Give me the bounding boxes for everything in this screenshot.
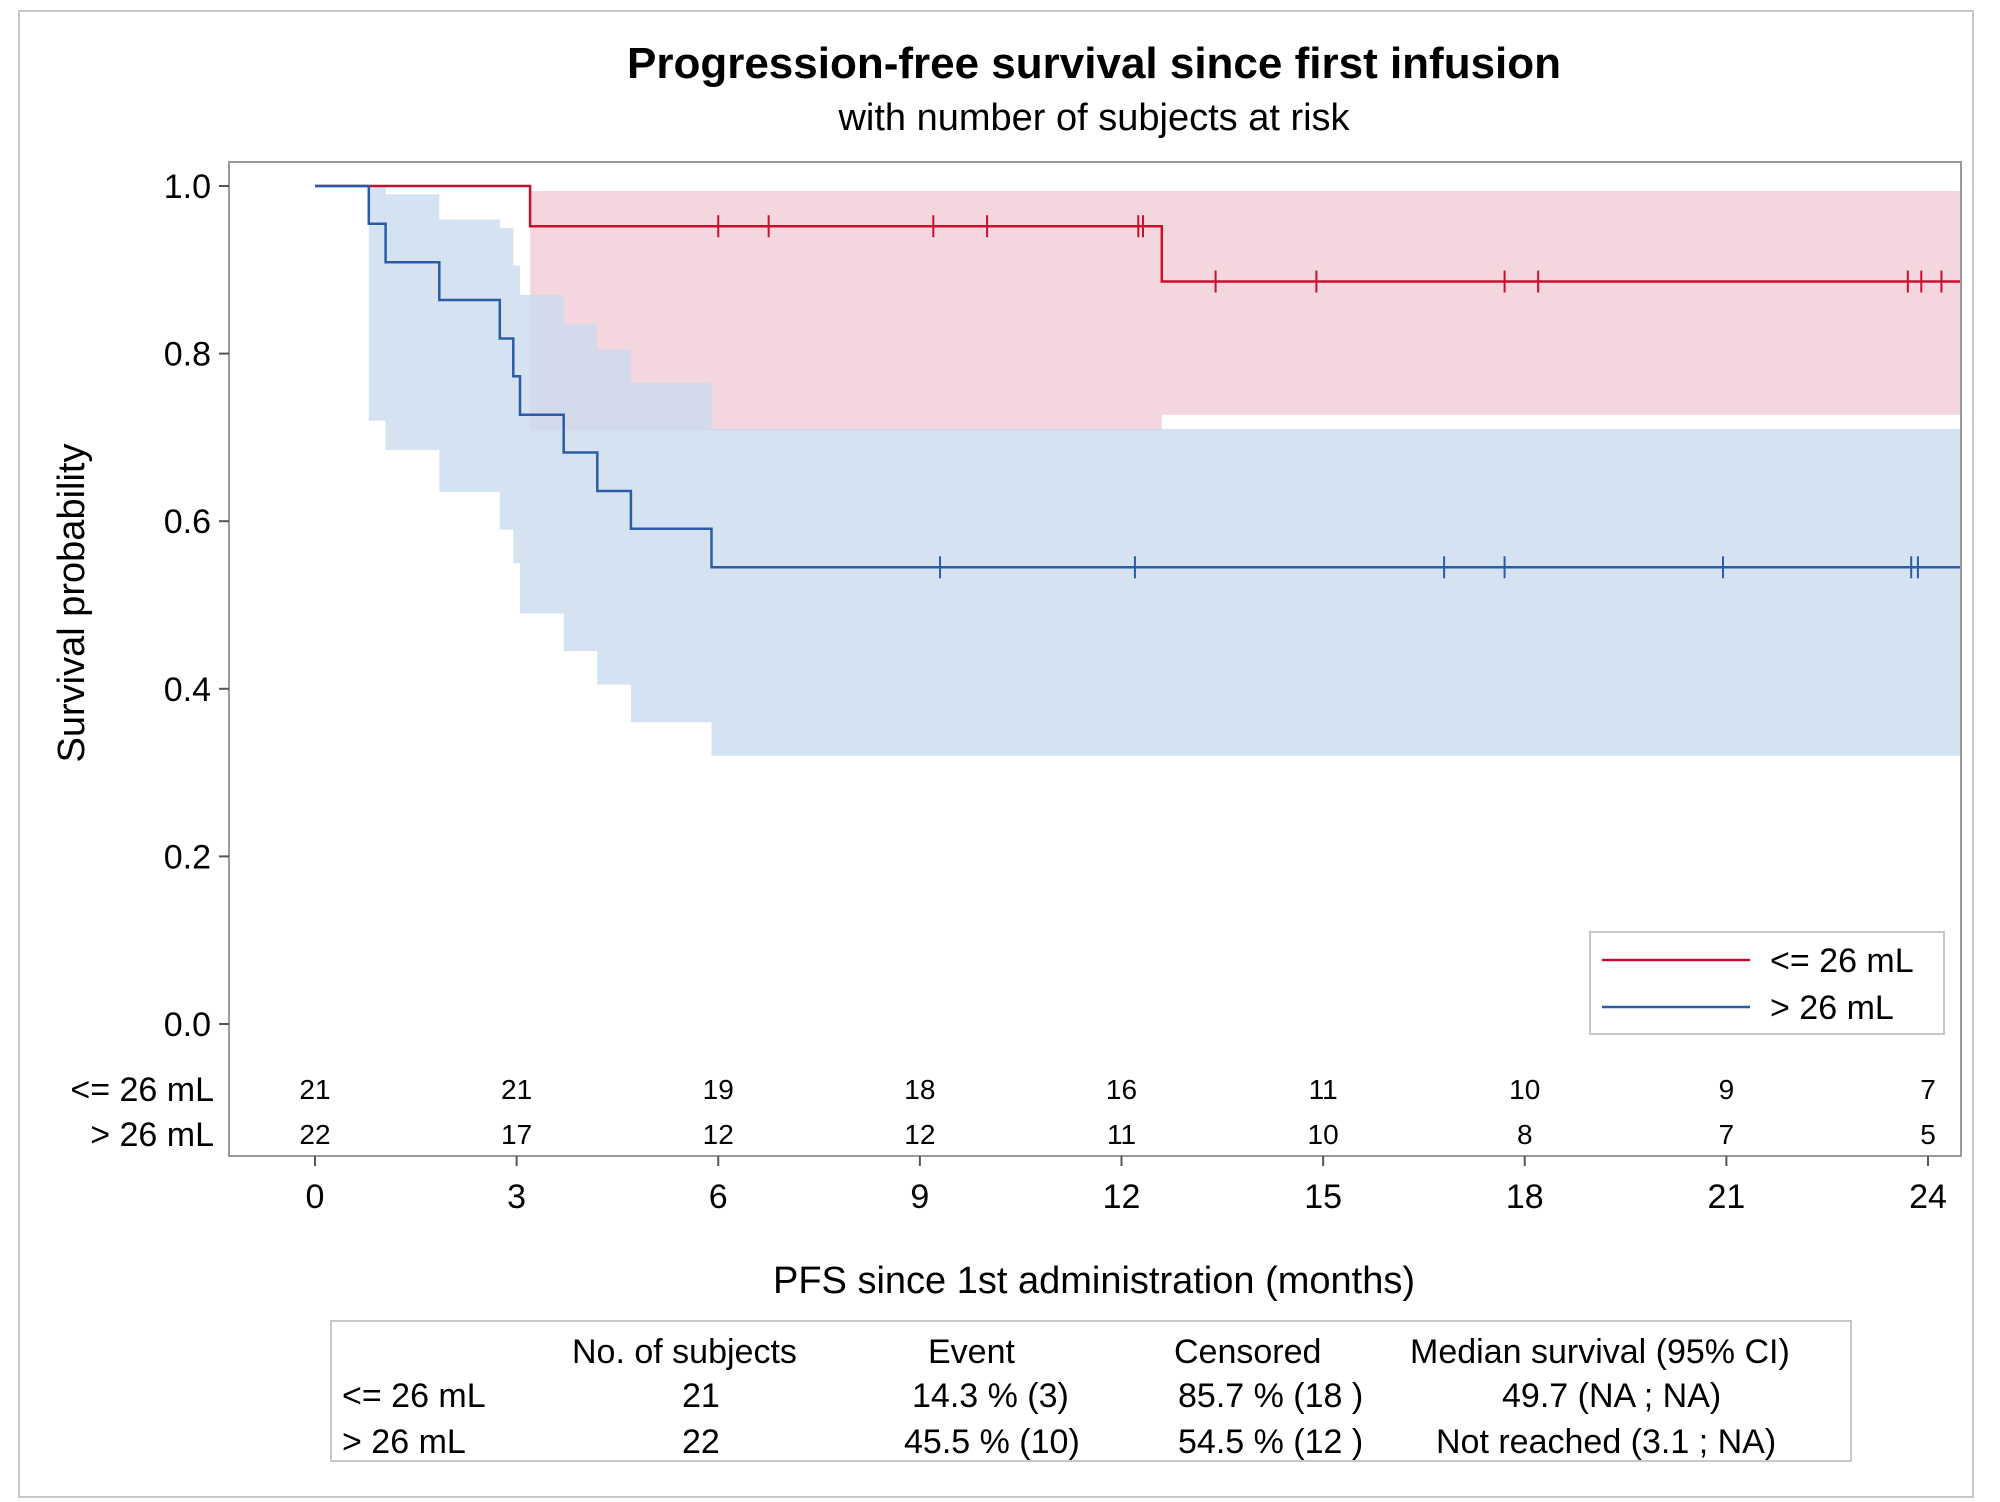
at-risk-count: 10 [1509, 1074, 1540, 1105]
y-tick-label: 0.8 [164, 336, 211, 374]
at-risk-count: 19 [703, 1074, 734, 1105]
x-tick-label: 3 [507, 1178, 526, 1216]
at-risk-count: 5 [1920, 1119, 1936, 1150]
at-risk-count: 11 [1309, 1074, 1338, 1105]
summary-row-2-censored: 54.5 % (12 ) [1178, 1423, 1364, 1461]
y-tick-label: 1.0 [164, 168, 211, 206]
summary-header-event: Event [928, 1333, 1015, 1371]
at-risk-count: 22 [299, 1119, 330, 1150]
censor-marks [717, 215, 1943, 579]
at-risk-count: 10 [1308, 1119, 1339, 1150]
survival-curves [315, 184, 1962, 569]
x-tick-label: 24 [1909, 1178, 1947, 1216]
at-risk-row-label: > 26 mL [90, 1116, 214, 1154]
plot-frame [228, 161, 1962, 1157]
at-risk-count: 18 [904, 1074, 935, 1105]
x-tick-label: 21 [1707, 1178, 1745, 1216]
y-axis: 0.0 0.2 0.4 0.6 0.8 1.0 [164, 168, 229, 1044]
y-axis-label: Survival probability [51, 444, 93, 763]
at-risk-count: 11 [1107, 1119, 1136, 1150]
summary-header-median: Median survival (95% CI) [1410, 1333, 1790, 1371]
y-tick-label: 0.6 [164, 503, 211, 541]
at-risk-count: 7 [1920, 1074, 1936, 1105]
x-tick-label: 9 [910, 1178, 929, 1216]
figure-frame [18, 10, 1974, 1498]
summary-header-censored: Censored [1174, 1333, 1322, 1371]
y-tick-label: 0.0 [164, 1006, 211, 1044]
x-tick-label: 12 [1103, 1178, 1141, 1216]
summary-row-2-event: 45.5 % (10) [904, 1423, 1080, 1461]
at-risk-count: 21 [501, 1074, 532, 1105]
ci-band-series-1 [530, 191, 1962, 431]
at-risk-row-label: <= 26 mL [70, 1071, 214, 1109]
at-risk-count: 9 [1719, 1074, 1735, 1105]
x-tick-label: 18 [1506, 1178, 1544, 1216]
x-axis-label: PFS since 1st administration (months) [773, 1260, 1415, 1302]
at-risk-table: <= 26 mL 21 21 19 18 16 11 10 9 7 > 26 mL 22 17 12 12 1… [70, 1071, 1935, 1154]
x-tick-label: 15 [1304, 1178, 1342, 1216]
at-risk-count: 16 [1106, 1074, 1137, 1105]
summary-row-1-event: 14.3 % (3) [912, 1377, 1069, 1415]
at-risk-count: 21 [299, 1074, 330, 1105]
x-tick-label: 0 [306, 1178, 325, 1216]
legend: <= 26 mL > 26 mL [1589, 931, 1945, 1035]
at-risk-count: 7 [1719, 1119, 1735, 1150]
legend-box [1589, 931, 1945, 1035]
x-tick-label: 6 [709, 1178, 728, 1216]
legend-label-1: <= 26 mL [1770, 942, 1914, 980]
summary-row-2-subjects: 22 [682, 1423, 720, 1461]
x-axis: 0 3 6 9 12 15 18 21 24 [306, 1156, 1947, 1216]
survival-curve-series-1 [315, 184, 1962, 283]
summary-row-1-group: <= 26 mL [342, 1377, 486, 1415]
legend-label-2: > 26 mL [1770, 989, 1894, 1027]
survival-curve-series-2 [315, 184, 1962, 569]
at-risk-count: 17 [501, 1119, 532, 1150]
y-tick-label: 0.4 [164, 671, 211, 709]
summary-table: No. of subjects Event Censored Median su… [330, 1320, 1852, 1462]
chart-title: Progression-free survival since first in… [627, 39, 1561, 88]
summary-header-subjects: No. of subjects [572, 1333, 797, 1371]
summary-row-2-median: Not reached (3.1 ; NA) [1436, 1423, 1777, 1461]
summary-row-2-group: > 26 mL [342, 1423, 466, 1461]
at-risk-count: 8 [1517, 1119, 1533, 1150]
y-tick-label: 0.2 [164, 838, 211, 876]
at-risk-count: 12 [703, 1119, 734, 1150]
km-chart: Progression-free survival since first in… [51, 39, 1962, 1302]
ci-band-series-2 [368, 186, 1962, 756]
summary-row-1-subjects: 21 [682, 1377, 720, 1415]
confidence-bands [368, 186, 1962, 756]
at-risk-count: 12 [904, 1119, 935, 1150]
summary-row-1-median: 49.7 (NA ; NA) [1502, 1377, 1722, 1415]
summary-row-1-censored: 85.7 % (18 ) [1178, 1377, 1364, 1415]
chart-subtitle: with number of subjects at risk [837, 97, 1350, 139]
